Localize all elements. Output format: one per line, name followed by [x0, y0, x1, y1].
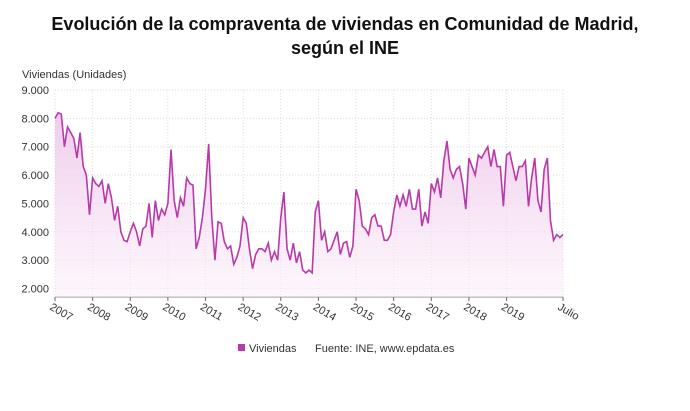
source: Fuente: INE, www.epdata.es [315, 343, 455, 355]
y-tick-label: 3.000 [21, 255, 49, 267]
x-tick-label: 2012 [236, 301, 263, 324]
y-axis-label: Viviendas (Unidades) [22, 69, 126, 81]
x-tick-label: 2011 [198, 301, 224, 323]
y-tick-label: 4.000 [21, 227, 49, 239]
x-tick-label: 2009 [123, 301, 150, 324]
y-tick-label: 8.000 [21, 113, 49, 125]
x-tick-label: Julio [556, 301, 582, 323]
y-tick-label: 6.000 [21, 170, 49, 182]
chart-title: Evolución de la compraventa de viviendas… [51, 14, 638, 34]
y-tick-label: 5.000 [21, 198, 49, 210]
x-tick-label: 2019 [499, 301, 526, 324]
x-tick-label: 2007 [48, 301, 75, 324]
chart-subtitle: según el INE [291, 38, 399, 58]
x-tick-label: 2015 [349, 301, 376, 324]
legend-label: Viviendas [249, 343, 297, 355]
line [54, 111, 564, 275]
x-tick-label: 2017 [424, 301, 451, 324]
x-tick-label: 2010 [160, 301, 187, 324]
x-tick-label: 2018 [461, 301, 488, 324]
legend-swatch [238, 344, 245, 351]
x-tick-label: 2008 [85, 301, 112, 324]
y-tick-label: 9.000 [21, 85, 49, 97]
y-tick-label: 7.000 [21, 142, 49, 154]
x-tick-label: 2016 [386, 301, 413, 324]
x-tick-label: 2013 [273, 301, 300, 324]
y-tick-label: 2.000 [21, 283, 49, 295]
area [55, 112, 563, 297]
x-tick-label: 2014 [311, 301, 338, 324]
